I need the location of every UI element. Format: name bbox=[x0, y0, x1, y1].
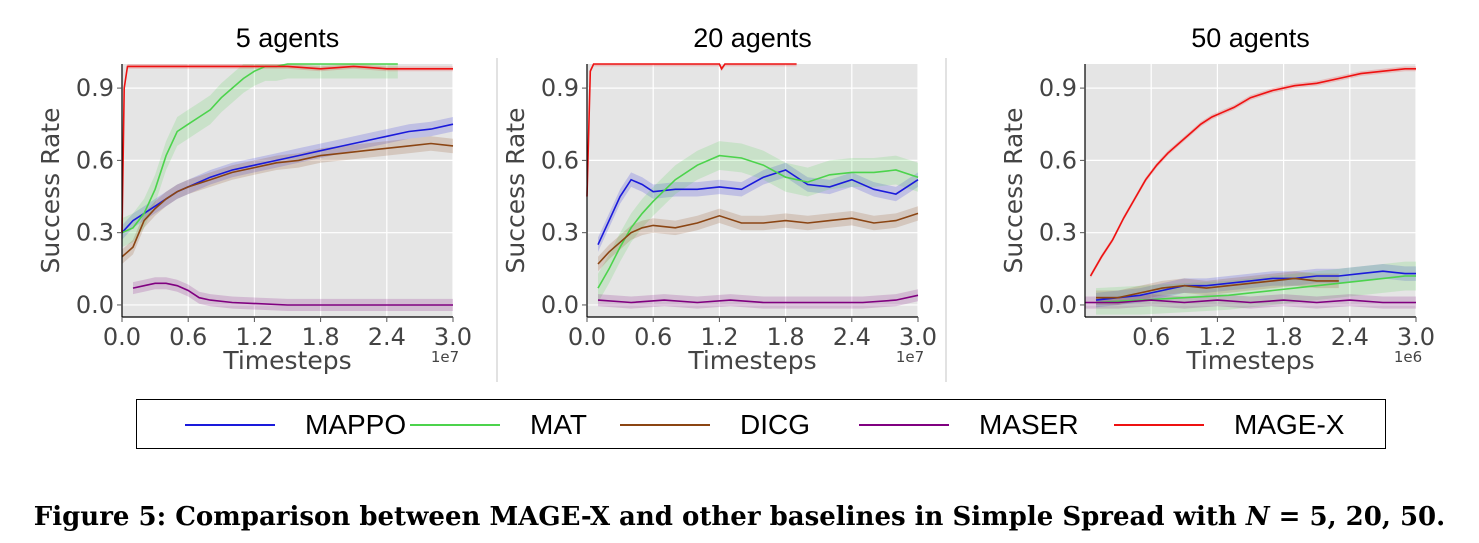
series-line-maser bbox=[1085, 299, 1416, 304]
legend-label: DICG bbox=[740, 409, 810, 440]
series-line-maser bbox=[132, 282, 453, 306]
x-axis-multiplier: 1e6 bbox=[1394, 348, 1422, 366]
band-mappo bbox=[598, 162, 918, 252]
figure-caption: Figure 5: Comparison between MAGE-X and … bbox=[0, 502, 1479, 532]
legend-item-maser: MASER bbox=[859, 400, 1079, 450]
y-axis-label: Success Rate bbox=[36, 108, 65, 274]
y-tick-label: 0.3 bbox=[541, 219, 579, 247]
x-tick-label: 1.2 bbox=[700, 323, 738, 351]
caption-prefix: Figure 5: Comparison between MAGE-X and … bbox=[33, 502, 1246, 532]
y-tick-label: 0.9 bbox=[541, 74, 579, 102]
series-line-dicg bbox=[1096, 277, 1339, 299]
y-tick-label: 0.6 bbox=[541, 146, 579, 174]
legend: MAPPO MAT DICG MASER MAGE-X bbox=[136, 399, 1386, 449]
plot-background bbox=[122, 64, 453, 317]
x-tick-label: 0.0 bbox=[103, 323, 141, 351]
y-tick-label: 0.6 bbox=[1039, 146, 1077, 174]
series-line-mappo bbox=[1095, 270, 1416, 301]
y-tick-label: 0.9 bbox=[1039, 74, 1077, 102]
y-tick-label: 0.3 bbox=[76, 219, 114, 247]
plot-background bbox=[587, 64, 918, 317]
series-line-dicg bbox=[121, 142, 454, 258]
band-maser bbox=[133, 277, 453, 311]
legend-item-dicg: DICG bbox=[620, 400, 810, 450]
band-maser bbox=[1085, 294, 1416, 309]
legend-swatch bbox=[620, 424, 710, 426]
band-mappo bbox=[122, 117, 453, 240]
series-line-mat bbox=[121, 63, 398, 234]
band-mat bbox=[598, 141, 918, 303]
panel-2: 0.0 0.6 1.2 1.8 2.4 3.0 0.0 0.3 0.6 0.9 20 agents T… bbox=[501, 23, 937, 375]
x-tick-label: 2.4 bbox=[1331, 323, 1369, 351]
band-dicg bbox=[598, 206, 918, 272]
caption-suffix: = 5, 20, 50. bbox=[1269, 502, 1446, 532]
series-line-dicg bbox=[597, 212, 919, 265]
legend-swatch bbox=[185, 424, 275, 426]
legend-item-mage-x: MAGE-X bbox=[1114, 400, 1344, 450]
x-tick-label: 1.2 bbox=[1198, 323, 1236, 351]
x-tick-label: 1.8 bbox=[302, 323, 340, 351]
legend-swatch bbox=[410, 424, 500, 426]
x-tick-label: 3.0 bbox=[899, 323, 937, 351]
panel-3: 0.6 1.2 1.8 2.4 3.0 0.0 0.3 0.6 0.9 50 agents Time… bbox=[999, 23, 1435, 375]
y-tick-label: 0.3 bbox=[1039, 219, 1077, 247]
x-axis-label: Timesteps bbox=[222, 346, 351, 375]
series-line-mappo bbox=[597, 169, 919, 246]
y-tick-label: 0.0 bbox=[1039, 291, 1077, 319]
panel-title: 50 agents bbox=[1191, 23, 1310, 53]
x-tick-label: 1.8 bbox=[767, 323, 805, 351]
series-line-mat bbox=[597, 154, 919, 289]
series-line-mappo bbox=[121, 123, 454, 234]
legend-label: MAPPO bbox=[305, 409, 407, 440]
legend-label: MASER bbox=[979, 409, 1079, 440]
band-mappo bbox=[1096, 264, 1416, 308]
x-tick-label: 0.0 bbox=[568, 323, 606, 351]
y-axis-label: Success Rate bbox=[999, 108, 1028, 274]
x-tick-label: 0.6 bbox=[169, 323, 207, 351]
panel-title: 20 agents bbox=[693, 23, 812, 53]
band-mat bbox=[122, 64, 398, 248]
x-tick-label: 0.6 bbox=[634, 323, 672, 351]
x-axis-multiplier: 1e7 bbox=[431, 348, 459, 366]
y-axis-label: Success Rate bbox=[501, 108, 530, 274]
panel-1: 0.0 0.6 1.2 1.8 2.4 3.0 0.0 0.3 0.6 0.9 5 agents Ti… bbox=[36, 23, 472, 375]
y-tick-label: 0.6 bbox=[76, 146, 114, 174]
x-tick-label: 1.8 bbox=[1265, 323, 1303, 351]
y-tick-label: 0.0 bbox=[541, 291, 579, 319]
panel-title: 5 agents bbox=[236, 23, 340, 53]
x-axis-multiplier: 1e7 bbox=[896, 348, 924, 366]
y-tick-label: 0.0 bbox=[76, 291, 114, 319]
legend-item-mat: MAT bbox=[410, 400, 587, 450]
series-line-mage-x bbox=[586, 63, 797, 197]
x-tick-label: 2.4 bbox=[833, 323, 871, 351]
legend-swatch bbox=[859, 424, 949, 426]
series-line-mage-x bbox=[1089, 68, 1416, 277]
x-tick-label: 1.2 bbox=[235, 323, 273, 351]
y-tick-label: 0.9 bbox=[76, 74, 114, 102]
legend-item-mappo: MAPPO bbox=[185, 400, 406, 450]
series-line-maser bbox=[597, 294, 919, 304]
x-tick-label: 2.4 bbox=[368, 323, 406, 351]
series-line-mat bbox=[1095, 275, 1416, 304]
x-tick-label: 3.0 bbox=[1397, 323, 1435, 351]
x-axis-label: Timesteps bbox=[1185, 346, 1314, 375]
legend-label: MAGE-X bbox=[1234, 409, 1345, 440]
band-maser bbox=[598, 289, 918, 309]
series-line-mage-x bbox=[121, 65, 453, 233]
x-tick-label: 3.0 bbox=[434, 323, 472, 351]
x-axis-label: Timesteps bbox=[687, 346, 816, 375]
legend-label: MAT bbox=[530, 409, 588, 440]
figure-panels: 0.0 0.6 1.2 1.8 2.4 3.0 0.0 0.3 0.6 0.9 5 agents Ti… bbox=[36, 23, 1435, 382]
legend-swatch bbox=[1114, 424, 1204, 426]
caption-variable: N bbox=[1245, 502, 1270, 532]
x-tick-label: 0.6 bbox=[1132, 323, 1170, 351]
